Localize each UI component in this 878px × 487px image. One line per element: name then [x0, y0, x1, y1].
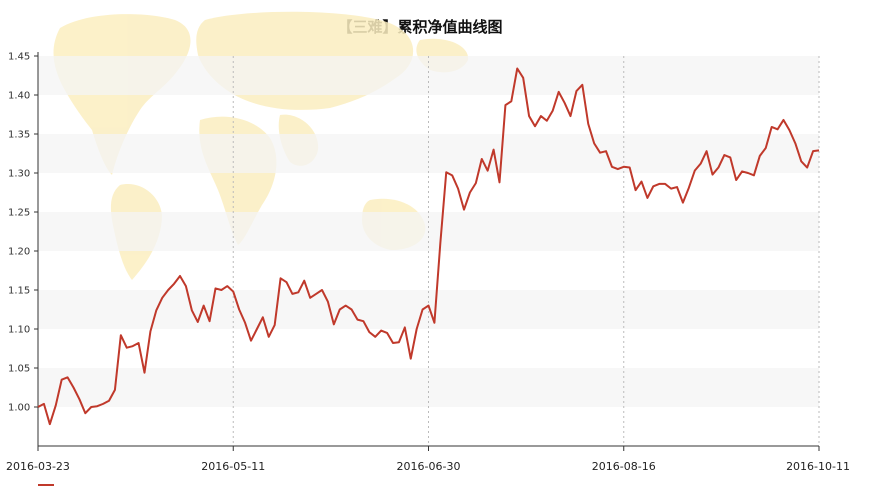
y-tick-label: 1.35 [8, 130, 30, 141]
y-tick-label: 1.10 [8, 325, 30, 336]
x-tick-label: 2016-10-11 [786, 460, 850, 473]
y-axis: 1.00 1.05 1.10 1.15 1.20 1.25 1.30 1.35 1.40 1.45 [8, 52, 38, 414]
y-tick-label: 1.05 [8, 364, 30, 375]
grid-band [38, 290, 819, 329]
x-tick-label: 2016-03-23 [6, 460, 70, 473]
y-tick-label: 1.40 [8, 91, 30, 102]
series-line [37, 67, 820, 426]
y-tick-label: 1.00 [8, 403, 30, 414]
x-axis: 2016-03-23 2016-05-11 2016-06-30 2016-08-16… [6, 446, 850, 473]
x-tick-label: 2016-08-16 [592, 460, 656, 473]
y-tick-label: 1.15 [8, 286, 30, 297]
x-tick-label: 2016-06-30 [397, 460, 461, 473]
y-tick-label: 1.20 [8, 247, 30, 258]
grid-lines [232, 56, 820, 446]
y-tick-label: 1.30 [8, 169, 30, 180]
y-tick-label: 1.45 [8, 52, 30, 63]
y-tick-label: 1.25 [8, 208, 30, 219]
x-tick-label: 2016-05-11 [201, 460, 265, 473]
